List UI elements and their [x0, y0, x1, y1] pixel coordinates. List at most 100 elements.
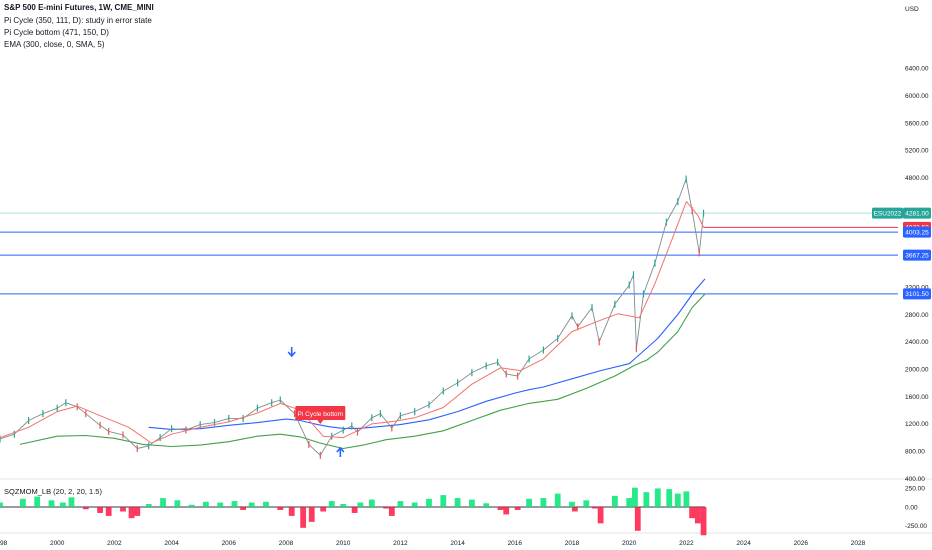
- arrow-up-icon: [336, 446, 345, 457]
- x-tick-label: 2026: [794, 540, 809, 547]
- price-badge-label: 4003.25: [905, 229, 929, 236]
- momentum-bar: [134, 507, 141, 516]
- green-ma-line: [19, 293, 706, 450]
- y-tick-label: 400.00: [905, 476, 925, 483]
- momentum-bar: [454, 498, 461, 507]
- momentum-bar: [368, 499, 375, 507]
- momentum-bar: [128, 507, 135, 519]
- momentum-bar: [328, 501, 335, 507]
- momentum-bar: [388, 507, 395, 516]
- momentum-bar: [0, 502, 3, 507]
- momentum-bar: [217, 502, 224, 507]
- momentum-histogram: SQZMOM_LB (20, 2, 20, 1.5): [0, 487, 707, 536]
- momentum-bar: [569, 501, 575, 507]
- momentum-bar: [632, 487, 638, 507]
- price-badge: [903, 249, 931, 261]
- price-line: [0, 178, 705, 456]
- momentum-bar: [689, 507, 696, 519]
- pi-cycle-label-pointer: [317, 420, 324, 424]
- momentum-bar: [68, 497, 75, 507]
- price-badge-label: ESU2022: [874, 210, 902, 217]
- momentum-bar: [643, 492, 650, 507]
- momentum-bar: [411, 502, 418, 507]
- momentum-bar: [160, 498, 166, 507]
- price-badge: [903, 207, 931, 219]
- arrow-head: [336, 446, 345, 453]
- y-tick-label: 6400.00: [905, 66, 929, 73]
- momentum-bar: [700, 507, 707, 536]
- price-badge-label: 3101.50: [905, 291, 929, 298]
- momentum-bar: [340, 504, 347, 507]
- momentum-bar: [145, 504, 152, 507]
- indicator-ema[interactable]: EMA (300, close, 0, SMA, 5): [4, 40, 105, 49]
- momentum-bar: [357, 502, 364, 507]
- x-tick-label: 2012: [393, 540, 408, 547]
- axes: 400.00 800.00 1200.00 1600.00 2000.00 2400.00…: [0, 6, 929, 547]
- momentum-y-tick-label: 250.00: [905, 486, 925, 493]
- momentum-bar: [426, 498, 432, 507]
- y-tick-label: 5600.00: [905, 120, 929, 127]
- y-tick-label: 2800.00: [905, 312, 929, 319]
- price-badge: [872, 207, 903, 219]
- x-tick-label: 1998: [0, 540, 8, 547]
- momentum-bar: [540, 498, 547, 507]
- momentum-y-tick-label: -250.00: [905, 523, 927, 530]
- x-tick-label: 2008: [279, 540, 294, 547]
- momentum-bar: [351, 507, 358, 513]
- y-tick-label: 2000.00: [905, 367, 929, 374]
- price-badge-label: 3667.25: [905, 252, 929, 259]
- momentum-bar: [674, 493, 681, 507]
- x-tick-label: 2022: [679, 540, 694, 547]
- y-tick-label: 3200.00: [905, 284, 929, 291]
- x-tick-label: 2002: [107, 540, 122, 547]
- momentum-bar: [591, 507, 598, 509]
- momentum-bar: [19, 498, 26, 507]
- momentum-bar: [397, 501, 404, 507]
- x-tick-label: 2018: [565, 540, 580, 547]
- momentum-bar: [263, 501, 269, 507]
- momentum-bar: [666, 489, 673, 507]
- price-badge-label: 4281.00: [905, 210, 929, 217]
- grid: [0, 478, 932, 534]
- momentum-title: SQZMOM_LB (20, 2, 20, 1.5): [4, 487, 102, 496]
- momentum-bar: [248, 502, 255, 507]
- momentum-bar: [240, 507, 246, 510]
- arrow-head: [287, 351, 296, 358]
- momentum-bar: [612, 495, 618, 507]
- momentum-bar: [626, 498, 633, 507]
- momentum-bar: [60, 502, 66, 507]
- momentum-bar: [654, 488, 661, 507]
- horizontal-levels: [0, 212, 898, 295]
- pi-cycle-label-box: [295, 406, 346, 420]
- momentum-bar: [497, 507, 504, 510]
- x-tick-label: 2006: [222, 540, 237, 547]
- blue-ma-line: [148, 278, 706, 430]
- y-tick-label: 1200.00: [905, 421, 929, 428]
- momentum-bar: [82, 507, 89, 510]
- y-tick-label: 800.00: [905, 449, 925, 456]
- annotations: Pi Cycle bottom: [287, 347, 346, 457]
- x-tick-label: 2020: [622, 540, 637, 547]
- y-tick-label: 6000.00: [905, 93, 929, 100]
- momentum-bar: [440, 495, 447, 507]
- price-badge: [903, 226, 931, 238]
- price-badges: ESU20224281.004073.504003.253667.253101.…: [872, 207, 931, 300]
- x-tick-label: 2016: [508, 540, 523, 547]
- indicator-pi-cycle[interactable]: Pi Cycle (350, 111, D): study in error s…: [4, 16, 152, 25]
- momentum-bar: [105, 507, 112, 516]
- momentum-bar: [34, 496, 41, 507]
- indicator-pi-cycle-bottom[interactable]: Pi Cycle bottom (471, 150, D): [4, 28, 109, 37]
- momentum-bar: [469, 499, 475, 507]
- x-tick-label: 2004: [164, 540, 179, 547]
- x-tick-label: 2024: [736, 540, 751, 547]
- momentum-bar: [694, 507, 701, 524]
- momentum-bar: [48, 500, 55, 507]
- momentum-y-tick-label: 0.00: [905, 504, 918, 511]
- y-tick-label: 1600.00: [905, 394, 929, 401]
- price-badge: [903, 288, 931, 300]
- momentum-bar: [174, 500, 181, 507]
- momentum-bar: [526, 498, 532, 507]
- x-tick-label: 2014: [450, 540, 465, 547]
